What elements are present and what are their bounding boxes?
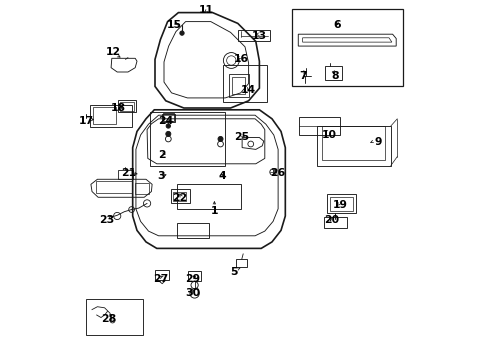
Text: 14: 14	[240, 85, 255, 95]
Bar	[90, 105, 132, 127]
Bar	[149, 112, 225, 166]
Bar	[223, 65, 267, 102]
Text: 25: 25	[234, 132, 249, 142]
Bar	[324, 217, 346, 228]
Bar	[322, 126, 386, 160]
Bar	[173, 192, 186, 201]
Bar	[96, 181, 132, 193]
Text: 7: 7	[299, 71, 306, 81]
Text: 3: 3	[158, 171, 165, 181]
Text: 30: 30	[185, 288, 200, 298]
Bar	[118, 100, 136, 112]
Bar	[236, 259, 247, 267]
Bar	[171, 189, 190, 203]
Bar	[299, 117, 341, 135]
Text: 23: 23	[99, 215, 114, 225]
Text: 5: 5	[230, 267, 238, 277]
Bar	[120, 102, 134, 111]
Bar	[93, 107, 117, 124]
Text: 2: 2	[158, 150, 165, 160]
Bar	[118, 170, 133, 179]
Circle shape	[180, 31, 184, 35]
Text: 20: 20	[324, 215, 339, 225]
Bar	[292, 9, 403, 86]
Text: 12: 12	[106, 47, 121, 57]
Text: 4: 4	[219, 171, 226, 181]
Text: 21: 21	[122, 168, 137, 178]
Circle shape	[166, 124, 171, 128]
Text: 28: 28	[100, 314, 116, 324]
Text: 9: 9	[374, 137, 382, 147]
Bar	[325, 66, 342, 80]
Text: 19: 19	[333, 200, 348, 210]
Text: 24: 24	[158, 116, 173, 126]
Text: 1: 1	[211, 206, 218, 216]
Text: 13: 13	[252, 31, 267, 41]
Bar	[86, 299, 143, 335]
Text: 27: 27	[153, 274, 168, 284]
Text: 11: 11	[199, 5, 214, 15]
Bar	[135, 183, 149, 194]
Bar	[229, 74, 248, 97]
Bar	[330, 197, 353, 211]
Text: 16: 16	[234, 54, 249, 64]
Bar	[162, 114, 175, 122]
Text: 8: 8	[331, 71, 339, 81]
Circle shape	[166, 131, 171, 136]
Bar	[327, 194, 356, 213]
Bar	[155, 270, 169, 280]
Text: 6: 6	[333, 20, 341, 30]
Bar	[176, 223, 209, 238]
Text: 29: 29	[185, 274, 200, 284]
Bar	[317, 126, 391, 166]
Bar	[238, 30, 270, 41]
Text: 22: 22	[172, 193, 188, 203]
Bar	[163, 113, 174, 121]
Text: 10: 10	[322, 130, 337, 140]
Bar	[176, 184, 242, 209]
Text: 18: 18	[111, 103, 126, 113]
Bar	[232, 77, 245, 94]
Bar	[188, 271, 201, 281]
Text: 26: 26	[270, 168, 285, 178]
Circle shape	[218, 136, 223, 141]
Text: 15: 15	[167, 20, 182, 30]
Text: 17: 17	[79, 116, 94, 126]
